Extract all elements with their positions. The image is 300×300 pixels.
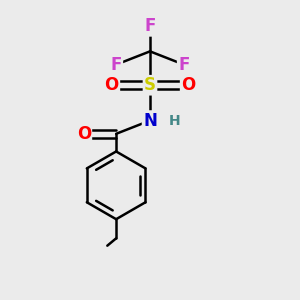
Text: H: H	[169, 114, 181, 128]
Text: F: F	[144, 17, 156, 35]
Text: F: F	[110, 56, 122, 74]
Text: F: F	[178, 56, 190, 74]
Text: N: N	[143, 112, 157, 130]
Text: S: S	[144, 76, 156, 94]
Text: O: O	[181, 76, 195, 94]
Text: O: O	[105, 76, 119, 94]
Text: O: O	[76, 125, 91, 143]
